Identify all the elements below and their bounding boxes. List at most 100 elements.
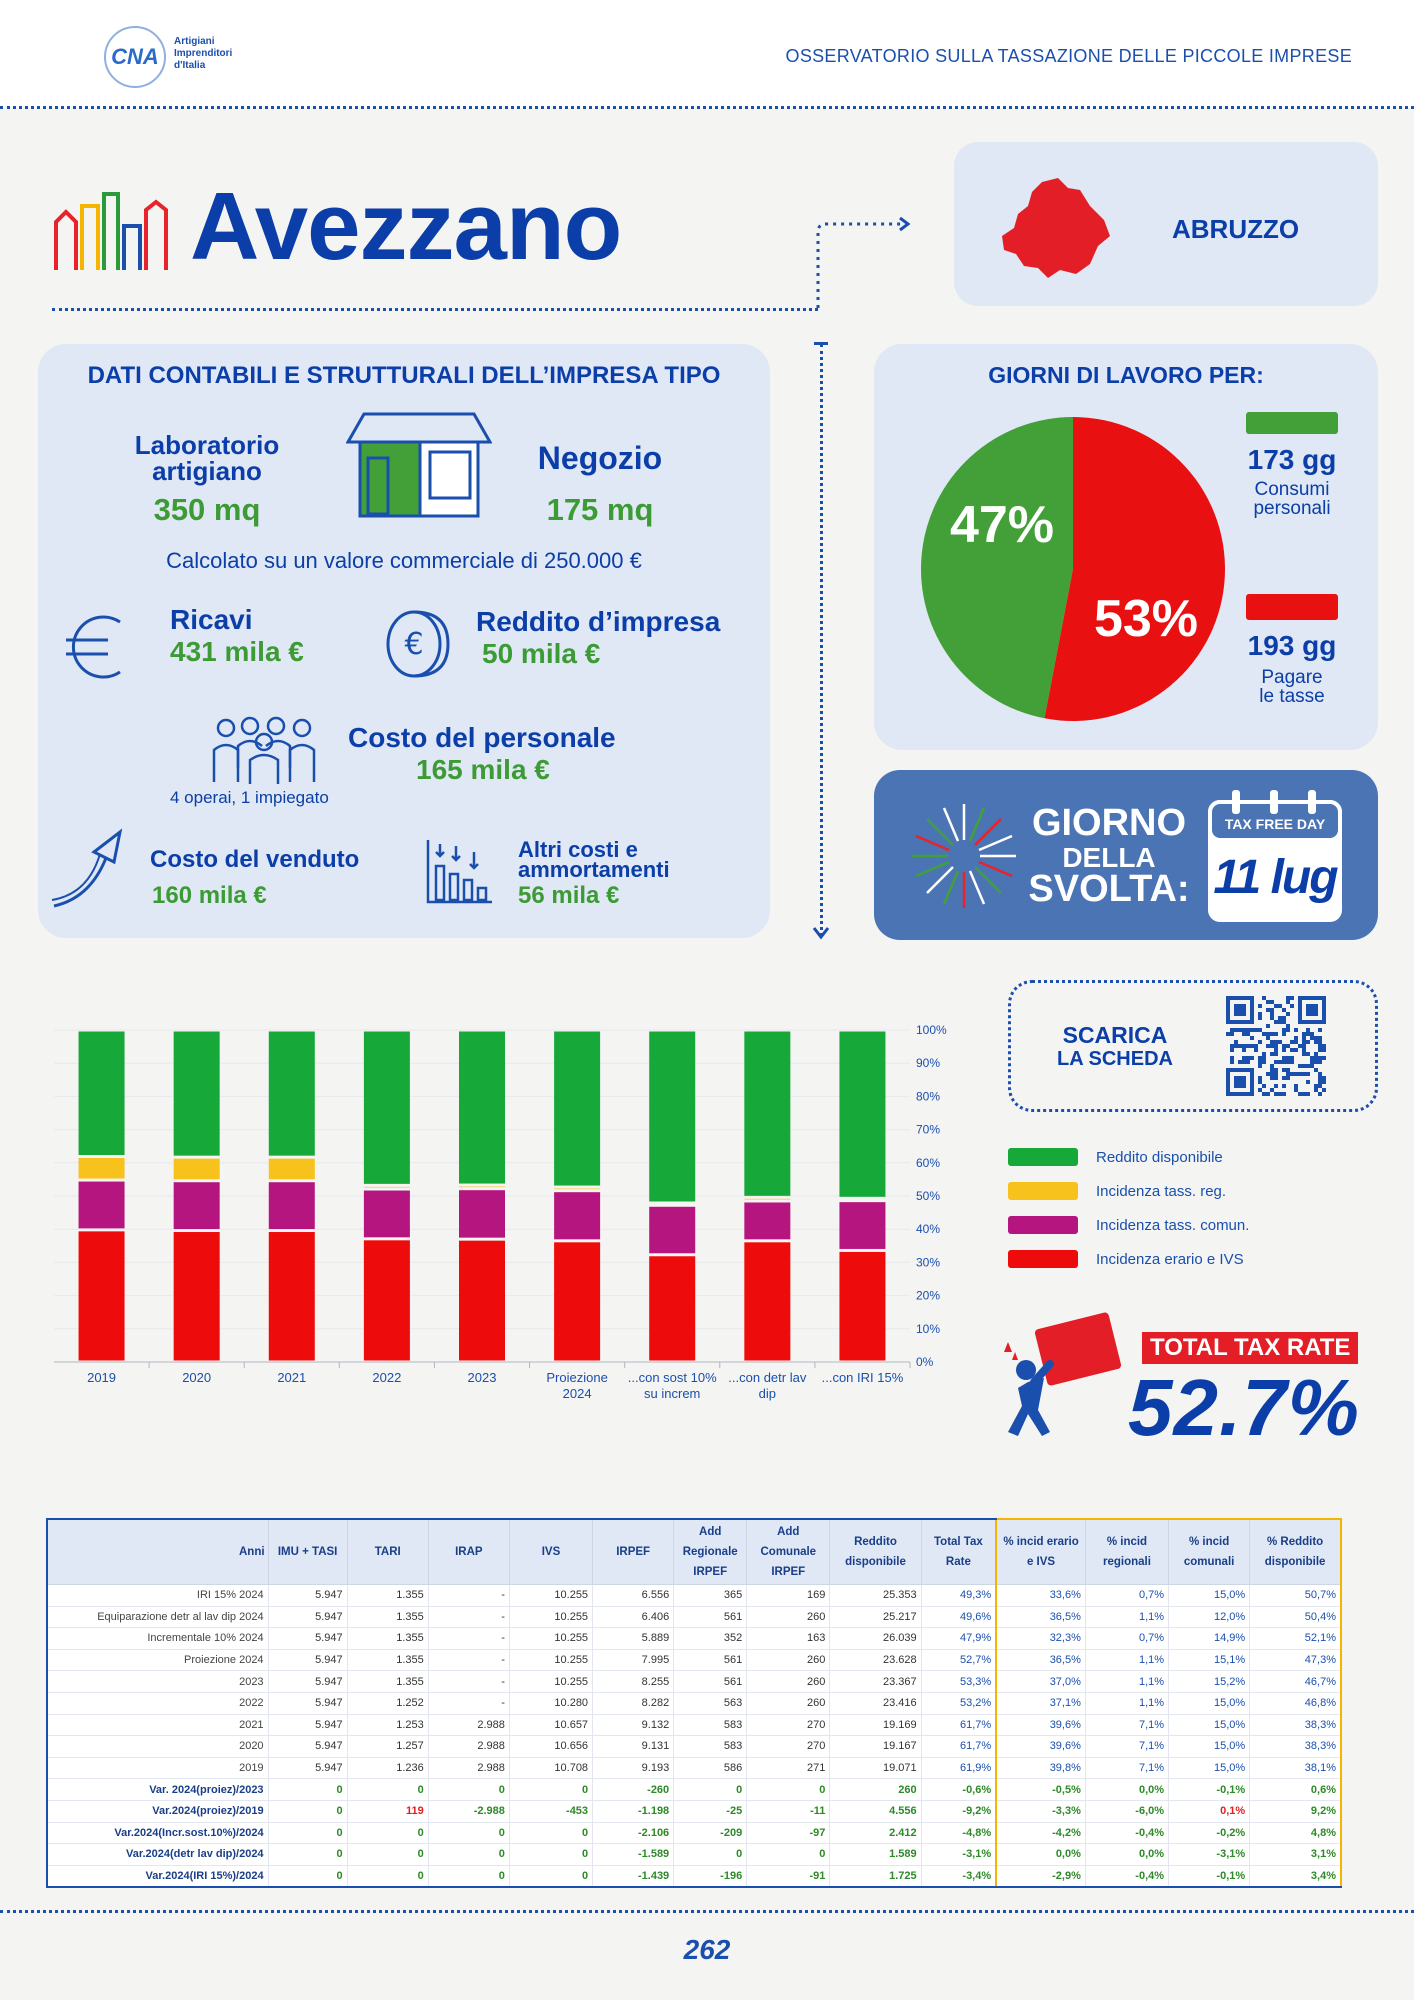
chart-legend: Reddito disponibile Incidenza tass. reg.…: [1008, 1148, 1249, 1268]
bar-segment: [459, 1186, 505, 1188]
table-cell: 0: [267, 1821, 348, 1845]
bar-segment: [649, 1031, 696, 1202]
table-cell: 163: [746, 1627, 831, 1650]
qr-module: [1306, 1064, 1310, 1068]
ricavi-label: Ricavi: [170, 604, 253, 635]
qr-module: [1314, 1052, 1318, 1056]
bar-segment: [839, 1202, 886, 1249]
table-cell: 7.995: [592, 1648, 675, 1672]
qr-module: [1270, 1040, 1274, 1044]
qr-module: [1262, 1060, 1266, 1064]
legend-label: Incidenza tass. reg.: [1096, 1182, 1227, 1200]
table-cell: 561: [673, 1670, 748, 1693]
legend-item: Reddito disponibile: [1008, 1148, 1249, 1166]
table-variation-row: Var.2024(Incr.sost.10%)/2024 0 0 0 0 -2.106 -2…: [45, 1821, 1343, 1845]
table-cell: 15,2%: [1168, 1670, 1251, 1693]
qr-module: [1274, 1004, 1278, 1008]
qr-module: [1282, 1048, 1286, 1052]
bar-segment: [744, 1242, 791, 1361]
table-cell: 39,6%: [995, 1735, 1086, 1758]
tasse-desc-line: le tasse: [1259, 686, 1325, 707]
qr-module: [1282, 1056, 1286, 1060]
qr-module: [1306, 1004, 1318, 1016]
table-cell: 5.947: [267, 1691, 348, 1715]
table-cell: -6,0%: [1084, 1799, 1170, 1823]
qr-module: [1322, 1080, 1326, 1084]
qr-module: [1258, 1076, 1262, 1080]
qr-module: [1246, 1032, 1250, 1036]
qr-code-icon[interactable]: [1226, 996, 1326, 1096]
table-cell: -9,2%: [920, 1799, 997, 1823]
table-row-label: Proiezione 2024: [45, 1648, 269, 1672]
qr-module: [1234, 1028, 1238, 1032]
table-cell: -97: [746, 1821, 831, 1845]
table-cell: 10.657: [508, 1713, 594, 1737]
table-cell: 37,0%: [995, 1670, 1086, 1693]
table-cell: 260: [829, 1778, 922, 1801]
qr-module: [1306, 1032, 1310, 1036]
table-cell: 9.132: [592, 1713, 675, 1737]
table-cell: 0: [746, 1778, 831, 1801]
x-tick-label: ...con sost 10%: [628, 1370, 717, 1385]
table-cell: 0: [427, 1843, 510, 1866]
title-divider: [52, 308, 818, 311]
table-row-label: Incrementale 10% 2024: [45, 1627, 269, 1650]
scarica-scheda-box[interactable]: [1008, 980, 1378, 1112]
qr-module: [1230, 1060, 1234, 1064]
qr-module: [1266, 1044, 1270, 1048]
laboratorio-value: 350 mq: [153, 492, 261, 527]
table-cell: -0,1%: [1168, 1864, 1251, 1888]
qr-module: [1318, 1040, 1322, 1044]
table-cell: 36,5%: [995, 1648, 1086, 1672]
qr-module: [1302, 1064, 1306, 1068]
table-cell: -4,2%: [995, 1821, 1086, 1845]
table-row: 2020 5.947 1.257 2.988 10.656 9.131 583 270 19.1…: [45, 1735, 1343, 1758]
qr-module: [1270, 1076, 1274, 1080]
qr-module: [1270, 1016, 1274, 1020]
table-cell: 0: [427, 1778, 510, 1801]
qr-module: [1258, 1060, 1262, 1064]
table-variation-row: Var.2024(IRI 15%)/2024 0 0 0 0 -1.439 -196 -91 1…: [45, 1864, 1343, 1888]
table-cell: 0: [427, 1864, 510, 1888]
table-cell: -3,1%: [1168, 1843, 1251, 1866]
table-row-label: 2019: [45, 1756, 269, 1780]
table-cell: 270: [746, 1713, 831, 1737]
legend-swatch: [1008, 1250, 1078, 1268]
table-cell: 5.947: [267, 1584, 348, 1607]
bar-segment: [839, 1031, 886, 1197]
qr-module: [1314, 1040, 1318, 1044]
page-number: 262: [683, 1934, 731, 1965]
qr-module: [1282, 1016, 1286, 1020]
bar-segment: [554, 1031, 601, 1186]
qr-module: [1306, 1072, 1310, 1076]
qr-module: [1250, 1056, 1254, 1060]
table-cell: 50,7%: [1249, 1584, 1343, 1607]
pie-label-green: 47%: [950, 496, 1054, 554]
qr-module: [1294, 1084, 1298, 1088]
workers-icon: [212, 716, 316, 784]
qr-module: [1318, 1048, 1322, 1052]
table-cell: 0,1%: [1168, 1799, 1251, 1823]
bar-segment: [268, 1158, 315, 1180]
y-tick-label: 10%: [916, 1322, 940, 1336]
qr-module: [1314, 1056, 1318, 1060]
qr-module: [1254, 1028, 1258, 1032]
qr-module: [1250, 1028, 1254, 1032]
table-cell: -0,2%: [1168, 1821, 1251, 1845]
bar-segment: [363, 1031, 410, 1184]
table-cell: 1.253: [346, 1713, 429, 1737]
table-cell: 0: [267, 1778, 348, 1801]
table-cell: 12,0%: [1168, 1605, 1251, 1629]
qr-module: [1322, 1088, 1326, 1092]
table-cell: -25: [673, 1799, 748, 1823]
table-cell: 0,7%: [1084, 1627, 1170, 1650]
table-cell: 7,1%: [1084, 1713, 1170, 1737]
bar-segment: [268, 1182, 315, 1230]
table-cell: 52,1%: [1249, 1627, 1343, 1650]
qr-module: [1286, 1024, 1290, 1028]
x-tick-label: dip: [759, 1386, 776, 1401]
qr-module: [1274, 1032, 1278, 1036]
table-cell: 2.988: [427, 1756, 510, 1780]
qr-module: [1302, 1072, 1306, 1076]
qr-module: [1318, 1072, 1322, 1076]
